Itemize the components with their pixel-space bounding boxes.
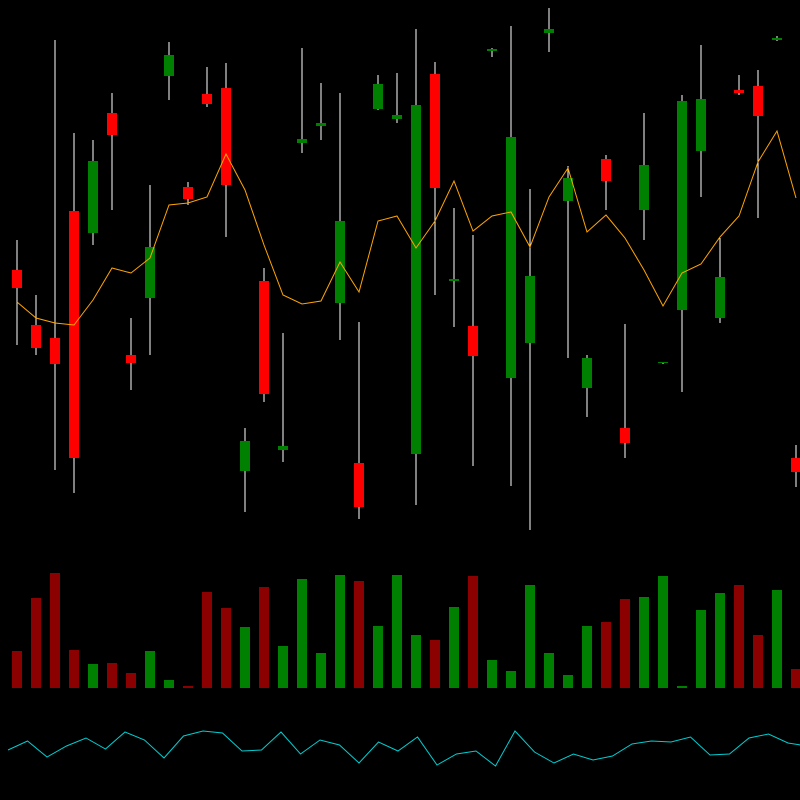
candle-body (164, 55, 174, 76)
volume-bar (753, 635, 763, 688)
indicator-line (7, 730, 800, 767)
volume-bar (449, 607, 459, 688)
candle-body (544, 29, 554, 33)
volume-bar (563, 675, 573, 688)
volume-bar (183, 686, 193, 688)
candle-body (88, 161, 98, 233)
volume-bar (715, 593, 725, 688)
candle-body (373, 84, 383, 109)
volume-bar (582, 626, 592, 688)
candle-body (487, 49, 497, 51)
volume-bar (145, 651, 155, 688)
candle-body (411, 105, 421, 454)
volume-bar (658, 576, 668, 688)
volume-bar (69, 650, 79, 688)
candle-body (525, 276, 535, 343)
volume-bar (506, 671, 516, 688)
candle-body (354, 463, 364, 507)
candle-body (297, 139, 307, 143)
moving-average (16, 129, 797, 326)
candle-body (50, 338, 60, 364)
volume-bar (297, 579, 307, 688)
candle-body (506, 137, 516, 378)
candle-body (753, 86, 763, 116)
candle-body (620, 428, 630, 443)
volume-bar (50, 573, 60, 688)
candle-body (639, 165, 649, 210)
volume-bar (31, 598, 41, 688)
candle-body (601, 159, 611, 181)
volume-bar (544, 653, 554, 688)
volume-bar (12, 651, 22, 688)
candle-body (202, 94, 212, 104)
volume-bar (487, 660, 497, 688)
candle-body (430, 74, 440, 188)
volume-bar (411, 635, 421, 688)
candle-body (183, 187, 193, 199)
volume-bar (430, 640, 440, 688)
candle-body (658, 362, 668, 363)
volume-bar (772, 590, 782, 688)
volume-bar (525, 585, 535, 688)
candle-body (449, 279, 459, 281)
candle-body (240, 441, 250, 471)
candle-body (278, 446, 288, 450)
volume-bar (259, 587, 269, 688)
candle-body (468, 326, 478, 356)
volume-bar (107, 663, 117, 688)
candle-body (107, 113, 117, 135)
volume-bar (354, 581, 364, 688)
volume-bar (791, 669, 800, 688)
candle-body (563, 178, 573, 201)
candle-body (316, 123, 326, 126)
volume-bar (126, 673, 136, 688)
candle-body (696, 99, 706, 151)
volume-bar (316, 653, 326, 688)
candle-body (677, 101, 687, 310)
volume-bar (734, 585, 744, 688)
candle-body (221, 88, 231, 185)
candle-body (791, 458, 800, 472)
candle-body (392, 115, 402, 119)
volume-bar (620, 599, 630, 688)
candle-body (145, 247, 155, 298)
candle-body (715, 277, 725, 318)
volume-bar (335, 575, 345, 688)
volume-bar (392, 575, 402, 688)
volume-bar (696, 610, 706, 688)
candle-body (734, 90, 744, 93)
volume-bar (468, 576, 478, 688)
candle-body (582, 358, 592, 388)
candle-body (259, 281, 269, 394)
volume-bar (221, 608, 231, 688)
candle-body (69, 211, 79, 458)
volume-bar (677, 686, 687, 688)
volume-bar (240, 627, 250, 688)
volume-bar (202, 592, 212, 688)
volume-bar (373, 626, 383, 688)
candle-body (126, 355, 136, 363)
candle-body (12, 270, 22, 288)
volume-bar (639, 597, 649, 688)
candle-body (772, 38, 782, 40)
volume-bar (278, 646, 288, 688)
candle-body (31, 325, 41, 348)
volume-bar (88, 664, 98, 688)
volume-bar (601, 622, 611, 688)
volume-bar (164, 680, 174, 688)
